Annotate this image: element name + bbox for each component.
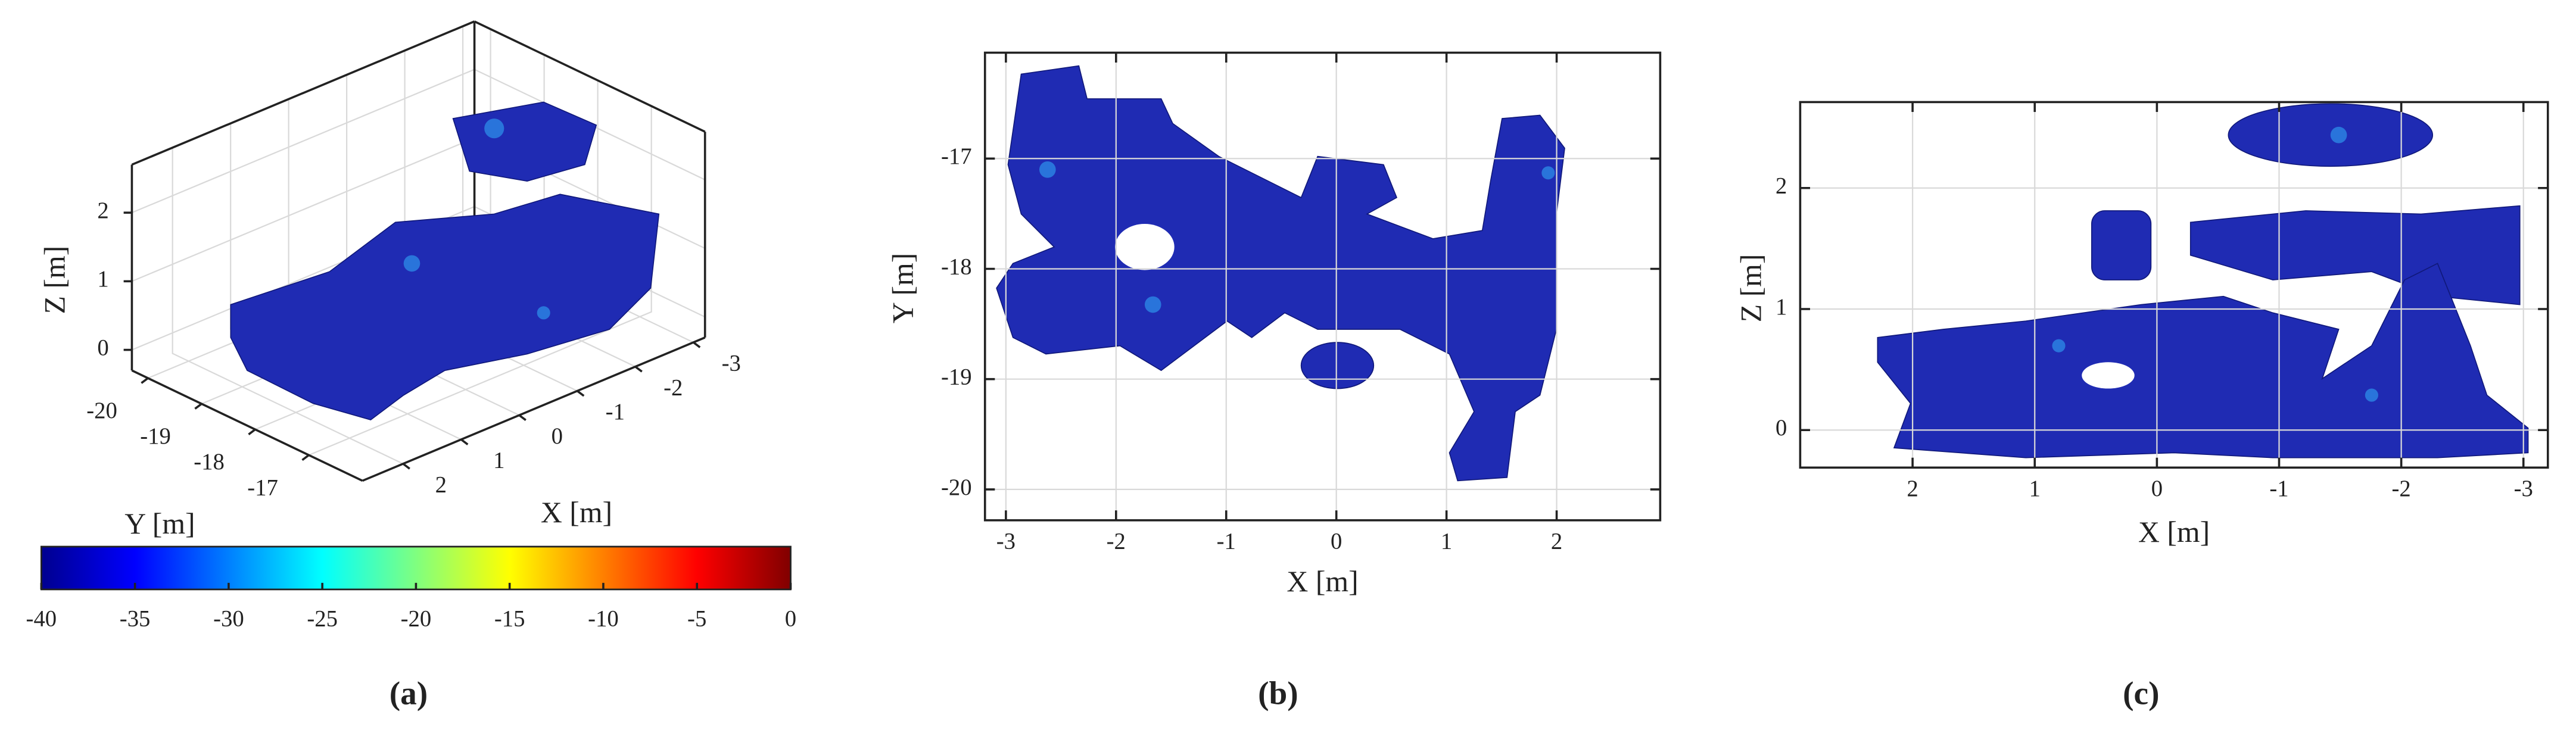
tick-mark [194,403,203,410]
axis-edge [362,336,706,482]
plot-frame [983,51,1662,522]
z-axis-label: Z [m] [38,246,71,314]
x-tick-label: 0 [552,424,563,449]
tick-mark [141,377,149,384]
axis-edge [131,369,363,482]
y-axis-label: Y [m] [124,507,195,540]
x-tick-label: -2 [664,375,683,400]
x-axis-label: X [m] [541,496,612,529]
tick-mark [301,454,310,461]
y-tick-label: -18 [941,254,972,279]
tick-mark [402,463,410,470]
y-axis-label: Z [m] [1734,254,1767,323]
y-tick-label: -19 [140,424,171,449]
y-axis-label: Y [m] [886,253,919,323]
z-tick-label: 2 [97,198,108,223]
panel-side-view: 2 1 0 -1 -2 -3 0 1 2 X [m] Z [m] (c) [1734,101,2549,711]
y-tick-label: -17 [941,144,972,169]
x-tick-label: 2 [1551,529,1562,554]
grid-line [172,147,404,464]
point-cloud-side [1877,103,2529,458]
x-tick-label: 1 [493,448,504,473]
y-tick-label: -18 [194,450,225,475]
y-tick-label: 2 [1776,174,1787,199]
x-tick-label: 1 [1441,529,1452,554]
z-tick-label: 1 [97,267,108,292]
tick-mark [518,414,527,422]
colorbar-tick-label: -20 [401,606,432,631]
colorbar-tick-label: -30 [213,606,244,631]
x-tick-label: -1 [1217,529,1236,554]
grid-line [309,106,652,456]
x-axis-label: X [m] [1287,565,1358,598]
x-tick-label: 0 [1331,529,1342,554]
colorbar-tick-label: 0 [785,606,796,631]
z-tick-label: 0 [97,335,108,360]
y-tick-label: -19 [941,365,972,390]
x-tick-label: -2 [1107,529,1126,554]
y-tick-label: 0 [1776,416,1787,441]
colorbar-tick-label: -15 [494,606,525,631]
tick-mark [634,366,643,373]
x-tick-label: -3 [722,351,741,376]
x-tick-label: -1 [2269,476,2288,501]
plot-frame [1799,101,2549,469]
axis-edge [131,20,475,166]
x-tick-label: 2 [1907,476,1918,501]
point-cloud-top [996,65,1565,482]
caption: (c) [2123,675,2159,711]
tick-mark [460,438,469,445]
x-tick-label: -2 [2391,476,2410,501]
x-axis-label: X [m] [2138,516,2210,548]
colorbar-tick-label: -35 [120,606,151,631]
x-tick-label: -3 [996,529,1016,554]
colorbar-tick-label: -25 [307,606,338,631]
colorbar [40,545,792,591]
colorbar-tick-label: -40 [26,606,57,631]
y-tick-label: -17 [247,475,278,500]
tick-mark [577,390,585,397]
colorbar-tick-label: -10 [588,606,619,631]
point-cloud-3d [230,101,660,420]
tick-mark [693,341,701,348]
y-tick-label: 1 [1776,295,1787,320]
caption: (a) [390,675,428,711]
x-tick-label: -1 [606,400,625,425]
y-tick-label: -20 [86,398,117,423]
x-tick-label: -3 [2514,476,2533,501]
colorbar-tick-label: -5 [687,606,706,631]
x-tick-label: 1 [2029,476,2041,501]
tick-mark [248,428,256,435]
y-tick-label: -20 [941,475,972,500]
axis-edge [474,20,706,133]
panel-top-view: -3 -2 -1 0 1 2 -20 -19 -18 -17 X [m] Y [m] (b) [886,51,1662,711]
caption: (b) [1258,675,1298,711]
x-tick-label: 2 [435,472,447,497]
x-tick-label: 0 [2151,476,2163,501]
